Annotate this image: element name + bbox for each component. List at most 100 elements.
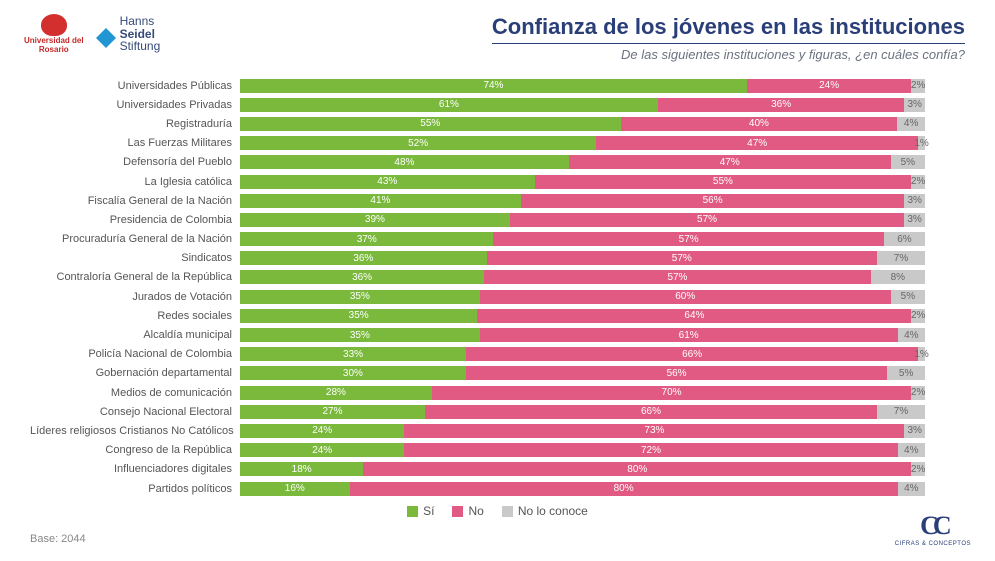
seg-si: 33% <box>240 347 466 361</box>
seg-dk: 8% <box>871 270 925 284</box>
seg-dk: 1% <box>918 136 925 150</box>
seg-si: 30% <box>240 366 466 380</box>
seg-dk: 2% <box>911 462 925 476</box>
row-bar: 37%57%6% <box>240 232 925 246</box>
legend-swatch-si <box>407 506 418 517</box>
row-bar: 24%72%4% <box>240 443 925 457</box>
chart-row: Defensoría del Pueblo48%47%5% <box>30 153 925 172</box>
footer-logo: CC CIFRAS & CONCEPTOS <box>895 511 971 547</box>
seg-dk: 3% <box>904 194 925 208</box>
chart-row: Jurados de Votación35%60%5% <box>30 287 925 306</box>
rosario-flower-icon <box>41 14 67 36</box>
seg-si: 24% <box>240 424 404 438</box>
seg-si: 55% <box>240 117 621 131</box>
seg-si: 35% <box>240 328 480 342</box>
row-label: Redes sociales <box>30 310 240 322</box>
seg-no: 47% <box>596 136 918 150</box>
base-n: Base: 2044 <box>30 533 86 545</box>
row-label: Líderes religiosos Cristianos No Católic… <box>30 425 240 437</box>
row-bar: 35%64%2% <box>240 309 925 323</box>
chart-row: Fiscalía General de la Nación41%56%3% <box>30 191 925 210</box>
seg-no: 40% <box>621 117 898 131</box>
logo-group: Universidad del Rosario Hanns Seidel Sti… <box>24 14 160 54</box>
seg-si: 35% <box>240 290 480 304</box>
seg-si: 28% <box>240 386 432 400</box>
title-block: Confianza de los jóvenes en las instituc… <box>492 14 965 62</box>
row-label: Fiscalía General de la Nación <box>30 195 240 207</box>
chart-row: Universidades Privadas61%36%3% <box>30 95 925 114</box>
row-bar: 61%36%3% <box>240 98 925 112</box>
seg-no: 55% <box>535 175 912 189</box>
row-bar: 36%57%7% <box>240 251 925 265</box>
seg-no: 80% <box>363 462 911 476</box>
seg-dk: 1% <box>918 347 925 361</box>
legend: Sí No No lo conoce <box>0 504 995 518</box>
seg-dk: 5% <box>891 290 925 304</box>
row-label: Congreso de la República <box>30 444 240 456</box>
seg-no: 57% <box>484 270 871 284</box>
legend-label-si: Sí <box>423 504 434 518</box>
row-label: Las Fuerzas Militares <box>30 137 240 149</box>
seg-dk: 2% <box>911 309 925 323</box>
seg-dk: 2% <box>911 79 925 93</box>
seg-si: 16% <box>240 482 350 496</box>
row-label: Universidades Privadas <box>30 99 240 111</box>
chart-row: Influenciadores digitales18%80%2% <box>30 460 925 479</box>
stacked-bar-chart: Universidades Públicas74%24%2%Universida… <box>0 68 995 498</box>
row-label: Presidencia de Colombia <box>30 214 240 226</box>
seg-si: 48% <box>240 155 569 169</box>
row-bar: 16%80%4% <box>240 482 925 496</box>
seg-no: 70% <box>432 386 912 400</box>
chart-row: Partidos políticos16%80%4% <box>30 479 925 498</box>
row-bar: 55%40%4% <box>240 117 925 131</box>
legend-swatch-no <box>452 506 463 517</box>
seg-dk: 3% <box>904 98 925 112</box>
seg-si: 43% <box>240 175 535 189</box>
row-label: Influenciadores digitales <box>30 463 240 475</box>
seg-no: 60% <box>480 290 891 304</box>
chart-row: Líderes religiosos Cristianos No Católic… <box>30 421 925 440</box>
seg-si: 41% <box>240 194 521 208</box>
chart-row: Gobernación departamental30%56%5% <box>30 364 925 383</box>
row-label: Registraduría <box>30 118 240 130</box>
legend-swatch-dk <box>502 506 513 517</box>
seg-no: 64% <box>477 309 911 323</box>
hss-text-1: Hanns <box>120 15 161 28</box>
seg-si: 74% <box>240 79 747 93</box>
legend-label-no: No <box>468 504 483 518</box>
row-bar: 35%61%4% <box>240 328 925 342</box>
row-label: Policía Nacional de Colombia <box>30 348 240 360</box>
seg-dk: 4% <box>898 443 925 457</box>
chart-row: Consejo Nacional Electoral27%66%7% <box>30 402 925 421</box>
seg-dk: 2% <box>911 386 925 400</box>
seg-si: 18% <box>240 462 363 476</box>
seg-no: 56% <box>466 366 888 380</box>
chart-row: Redes sociales35%64%2% <box>30 306 925 325</box>
seg-no: 36% <box>658 98 905 112</box>
seg-dk: 4% <box>898 328 925 342</box>
seg-no: 61% <box>480 328 898 342</box>
row-bar: 27%66%7% <box>240 405 925 419</box>
chart-row: Presidencia de Colombia39%57%3% <box>30 210 925 229</box>
chart-row: La Iglesia católica43%55%2% <box>30 172 925 191</box>
seg-dk: 2% <box>911 175 925 189</box>
row-label: Gobernación departamental <box>30 367 240 379</box>
seg-si: 39% <box>240 213 510 227</box>
row-bar: 74%24%2% <box>240 79 925 93</box>
seg-si: 35% <box>240 309 477 323</box>
row-label: Consejo Nacional Electoral <box>30 406 240 418</box>
page-subtitle: De las siguientes instituciones y figura… <box>492 47 965 62</box>
row-label: Procuraduría General de la Nación <box>30 233 240 245</box>
footer-logo-mark: CC <box>895 511 971 541</box>
row-bar: 24%73%3% <box>240 424 925 438</box>
seg-si: 27% <box>240 405 425 419</box>
row-bar: 36%57%8% <box>240 270 925 284</box>
row-bar: 35%60%5% <box>240 290 925 304</box>
seg-si: 24% <box>240 443 404 457</box>
page-title: Confianza de los jóvenes en las instituc… <box>492 14 965 44</box>
chart-row: Contraloría General de la República36%57… <box>30 268 925 287</box>
rosario-text-1: Universidad del <box>24 36 84 45</box>
row-bar: 39%57%3% <box>240 213 925 227</box>
seg-dk: 3% <box>904 424 925 438</box>
legend-item-si: Sí <box>407 504 434 518</box>
